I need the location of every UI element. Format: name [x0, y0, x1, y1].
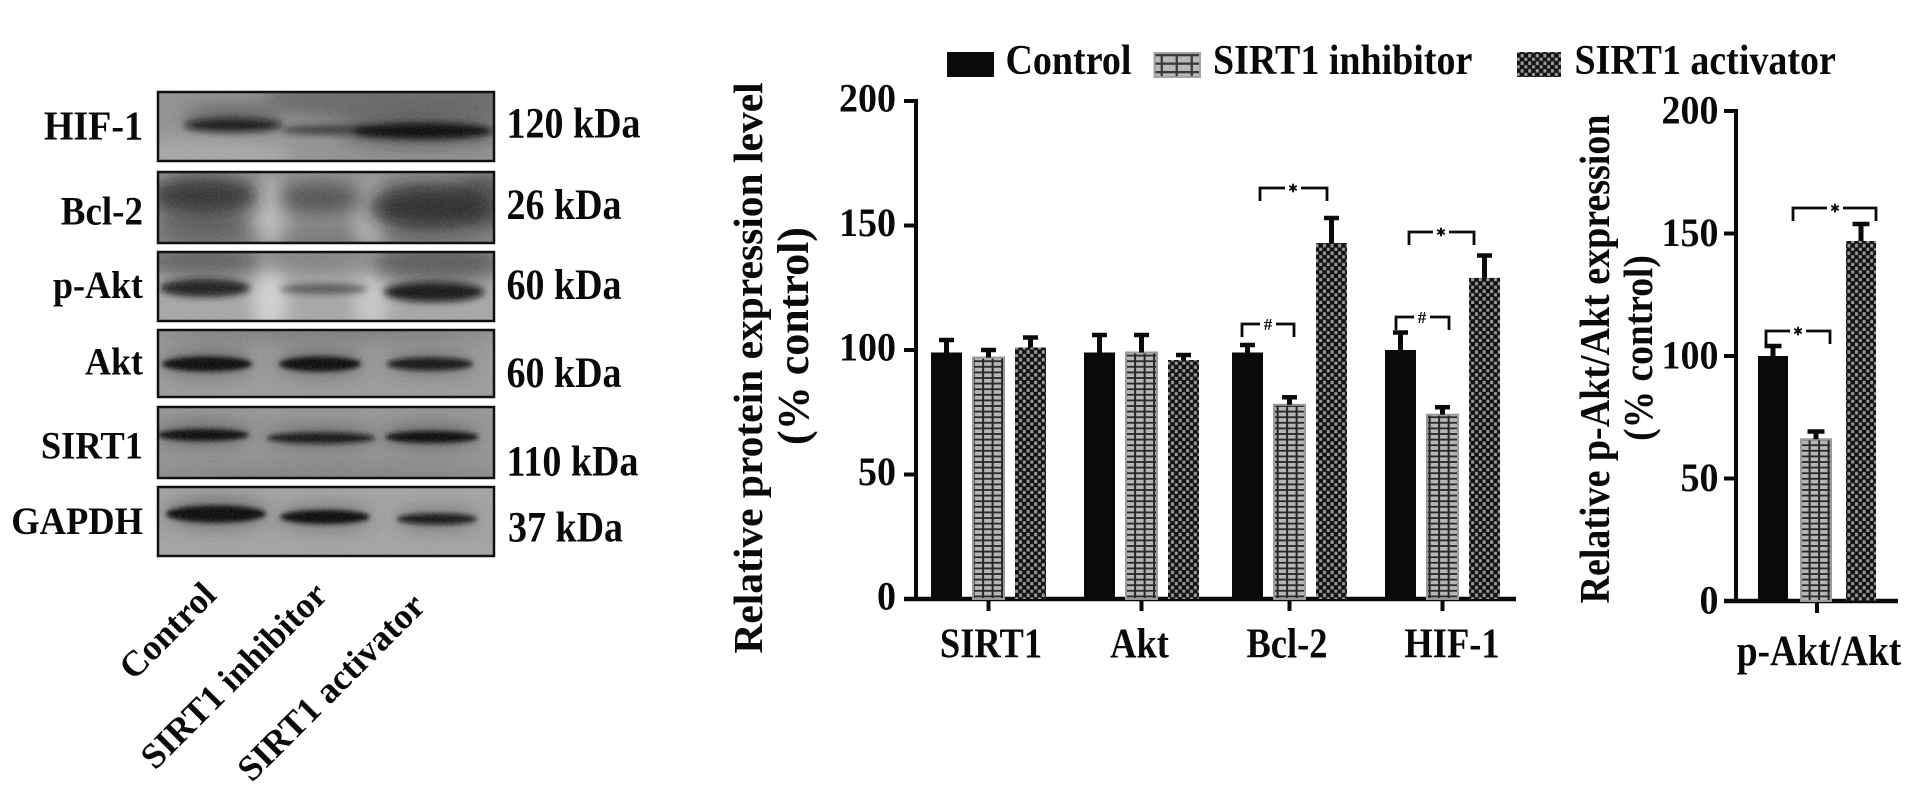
- svg-text:(% control): (% control): [1615, 255, 1661, 441]
- svg-text:60 kDa: 60 kDa: [507, 261, 622, 309]
- svg-text:SIRT1 inhibitor: SIRT1 inhibitor: [133, 574, 335, 776]
- svg-text:HIF-1: HIF-1: [44, 103, 143, 149]
- svg-text:50: 50: [1681, 456, 1719, 500]
- svg-text:Control: Control: [1006, 36, 1132, 83]
- svg-text:200: 200: [1662, 89, 1719, 133]
- svg-text:200: 200: [839, 77, 896, 121]
- svg-text:#: #: [1264, 315, 1273, 334]
- svg-text:Relative protein expression le: Relative protein expression level: [725, 82, 771, 653]
- svg-text:0: 0: [877, 575, 896, 619]
- svg-text:26 kDa: 26 kDa: [507, 181, 622, 229]
- svg-text:SIRT1 activator: SIRT1 activator: [229, 585, 432, 788]
- svg-text:Relative p-Akt/Akt expression: Relative p-Akt/Akt expression: [1571, 115, 1618, 604]
- svg-text:SIRT1 activator: SIRT1 activator: [1575, 36, 1836, 83]
- svg-text:Bcl-2: Bcl-2: [1246, 620, 1327, 667]
- svg-text:HIF-1: HIF-1: [1404, 620, 1499, 667]
- svg-text:60 kDa: 60 kDa: [507, 349, 622, 397]
- svg-text:GAPDH: GAPDH: [11, 500, 143, 544]
- svg-text:Control: Control: [111, 574, 224, 687]
- svg-text:110 kDa: 110 kDa: [507, 437, 639, 485]
- svg-text:p-Akt: p-Akt: [53, 265, 143, 308]
- svg-text:(% control): (% control): [769, 227, 818, 445]
- svg-text:SIRT1 inhibitor: SIRT1 inhibitor: [1213, 36, 1472, 83]
- svg-text:150: 150: [839, 201, 896, 245]
- svg-text:50: 50: [858, 450, 896, 494]
- svg-text:Akt: Akt: [85, 341, 143, 384]
- svg-text:0: 0: [1699, 579, 1718, 623]
- svg-text:Akt: Akt: [1110, 620, 1169, 667]
- svg-text:#: #: [1418, 308, 1427, 327]
- svg-text:SIRT1: SIRT1: [940, 620, 1042, 667]
- svg-text:SIRT1: SIRT1: [41, 424, 143, 468]
- svg-text:100: 100: [1662, 334, 1719, 378]
- svg-text:100: 100: [839, 326, 896, 370]
- svg-text:120 kDa: 120 kDa: [507, 99, 641, 147]
- svg-text:p-Akt/Akt: p-Akt/Akt: [1737, 627, 1902, 675]
- svg-text:150: 150: [1662, 211, 1719, 255]
- svg-text:37 kDa: 37 kDa: [508, 503, 623, 551]
- svg-text:Bcl-2: Bcl-2: [61, 190, 143, 234]
